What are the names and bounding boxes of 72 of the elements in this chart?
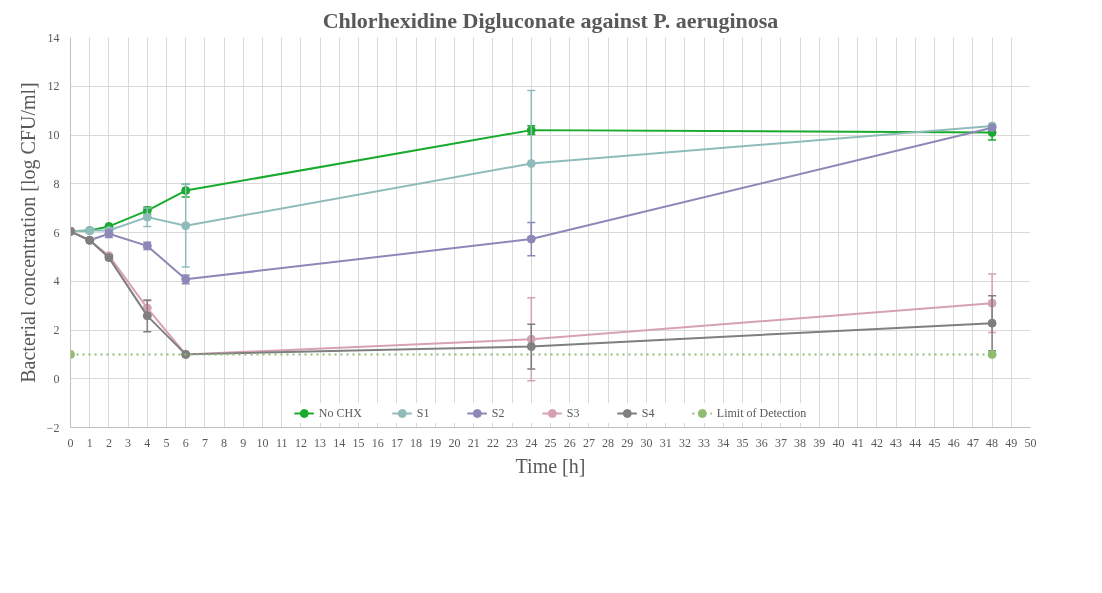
x-tick-label: 11	[275, 435, 288, 450]
y-tick-label: −2	[46, 420, 60, 435]
x-tick-label: 41	[851, 435, 864, 450]
x-tick-label: 46	[947, 435, 960, 450]
x-tick-label: 2	[105, 435, 112, 450]
y-tick-label: 2	[53, 323, 60, 337]
x-tick-label: 5	[163, 435, 170, 450]
x-tick-label: 39	[813, 435, 826, 450]
x-tick-label: 42	[870, 435, 883, 450]
x-tick-label: 19	[429, 435, 442, 450]
y-tick-label: 10	[47, 128, 60, 142]
y-axis-title: Bacterial concentration [log CFU/ml]	[16, 82, 40, 383]
x-tick-label: 47	[966, 435, 979, 450]
legend-label: S2	[491, 405, 506, 421]
x-tick-label: 9	[240, 435, 247, 450]
y-tick-label: 14	[47, 30, 60, 45]
x-tick-label: 18	[410, 435, 423, 450]
x-tick-label: 15	[352, 435, 365, 450]
x-tick-label: 17	[390, 435, 403, 450]
legend-label: Limit of Detection	[716, 405, 807, 421]
x-tick-label: 32	[678, 435, 691, 450]
x-tick-label: 40	[832, 435, 845, 450]
x-tick-label: 36	[755, 435, 768, 450]
x-tick-label: 43	[890, 435, 903, 450]
x-tick-label: 7	[201, 435, 208, 450]
x-tick-label: 38	[794, 435, 807, 450]
chart-title: Chlorhexidine Digluconate against P. aeruginosa	[322, 7, 779, 33]
x-tick-label: 31	[659, 435, 672, 450]
x-tick-label: 6	[182, 435, 189, 450]
x-tick-label: 45	[928, 435, 941, 450]
x-tick-label: 20	[448, 435, 461, 450]
y-tick-label: 8	[53, 176, 60, 191]
x-tick-label: 44	[909, 435, 922, 450]
y-tick-label: 0	[53, 371, 60, 386]
y-tick-label: 4	[53, 274, 60, 289]
legend-label: S4	[641, 405, 656, 421]
x-tick-label: 23	[506, 435, 519, 450]
y-tick-label: 12	[47, 79, 60, 94]
point	[526, 342, 536, 352]
point	[526, 159, 536, 169]
x-tick-label: 30	[640, 435, 653, 450]
x-tick-label: 3	[125, 435, 132, 450]
legend-label: No CHX	[318, 405, 362, 421]
x-tick-label: 35	[736, 435, 749, 450]
x-tick-label: 8	[221, 435, 228, 450]
x-tick-label: 13	[314, 435, 327, 450]
x-tick-label: 27	[582, 435, 595, 450]
legend-label: S1	[416, 405, 431, 421]
x-tick-label: 48	[986, 435, 999, 450]
x-tick-label: 4	[144, 435, 151, 450]
x-tick-label: 28	[602, 435, 615, 450]
x-tick-label: 22	[486, 435, 499, 450]
x-tick-label: 24	[525, 435, 538, 450]
point	[181, 221, 191, 231]
x-tick-label: 29	[621, 435, 634, 450]
x-tick-label: 25	[544, 435, 557, 450]
y-tick-label: 6	[53, 225, 60, 240]
x-tick-label: 10	[256, 435, 269, 450]
x-tick-label: 49	[1005, 435, 1018, 450]
x-tick-label: 16	[371, 435, 384, 450]
x-tick-label: 37	[774, 435, 787, 450]
x-tick-label: 50	[1024, 435, 1037, 450]
x-tick-label: 33	[698, 435, 711, 450]
x-tick-label: 26	[563, 435, 576, 450]
x-tick-label: 12	[294, 435, 307, 450]
x-axis-title: Time [h]	[515, 454, 586, 477]
x-tick-label: 34	[717, 435, 730, 450]
x-tick-label: 1	[86, 435, 93, 450]
x-tick-label: 21	[467, 435, 480, 450]
legend-label: S3	[566, 405, 581, 421]
x-tick-label: 0	[67, 435, 74, 450]
x-tick-label: 14	[333, 435, 346, 450]
